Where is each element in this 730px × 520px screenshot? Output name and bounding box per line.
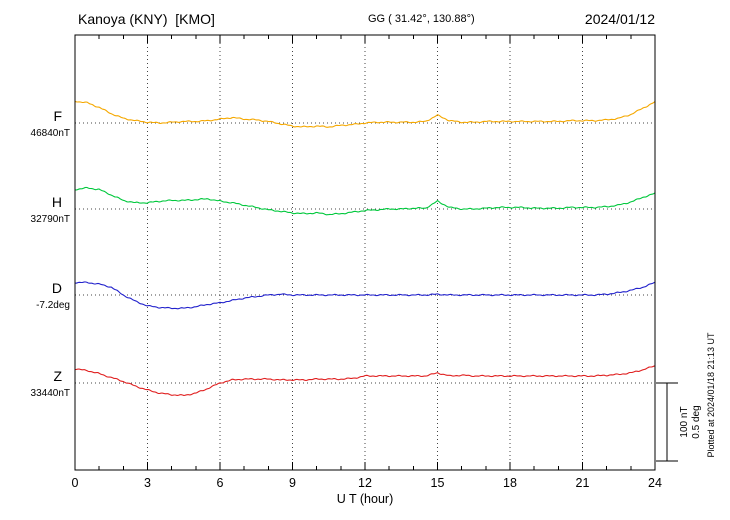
scale-bar-deg-label: 0.5 deg (691, 405, 702, 438)
series-baseline-value-H: 32790nT (31, 214, 70, 225)
scale-bar: 100 nT 0.5 deg (656, 382, 702, 462)
x-tick-label-6: 6 (217, 476, 224, 490)
x-tick-label-12: 12 (358, 476, 372, 490)
geo-coordinates: GG ( 31.42°, 130.88°) (368, 13, 475, 25)
trace-H (74, 186, 656, 216)
baseline-lines (75, 122, 655, 384)
series-baseline-value-D: -7.2deg (36, 300, 70, 311)
x-tick-label-0: 0 (72, 476, 79, 490)
x-tick-label-15: 15 (431, 476, 445, 490)
series-label-H: H (52, 194, 62, 210)
station-title: Kanoya (KNY) [KMO] (78, 11, 215, 27)
x-tick-labels: 0 3 6 9 12 15 18 21 24 (72, 476, 662, 490)
plotted-at-note: Plotted at 2024/01/18 21:13 UT (706, 332, 716, 458)
x-tick-label-3: 3 (144, 476, 151, 490)
x-tick-label-9: 9 (289, 476, 296, 490)
x-tick-label-24: 24 (648, 476, 662, 490)
grid-lines (147, 35, 583, 470)
x-tick-label-21: 21 (576, 476, 590, 490)
x-axis-label: U T (hour) (337, 492, 394, 506)
series-labels: F 46840nT H 32790nT D -7.2deg Z 33440nT (31, 108, 70, 399)
plot-date: 2024/01/12 (585, 11, 655, 27)
trace-Z (74, 365, 656, 396)
axis-ticks (74, 35, 656, 470)
x-tick-label-18: 18 (503, 476, 517, 490)
series-label-D: D (52, 280, 62, 296)
trace-D (74, 281, 656, 310)
series-label-Z: Z (53, 368, 62, 384)
plot-frame (74, 34, 656, 471)
series-baseline-value-Z: 33440nT (31, 388, 70, 399)
trace-F (74, 100, 656, 128)
series-label-F: F (53, 108, 62, 124)
series-baseline-value-F: 46840nT (31, 128, 70, 139)
trace-lines (74, 100, 656, 396)
scale-bar-nt-label: 100 nT (679, 406, 690, 437)
